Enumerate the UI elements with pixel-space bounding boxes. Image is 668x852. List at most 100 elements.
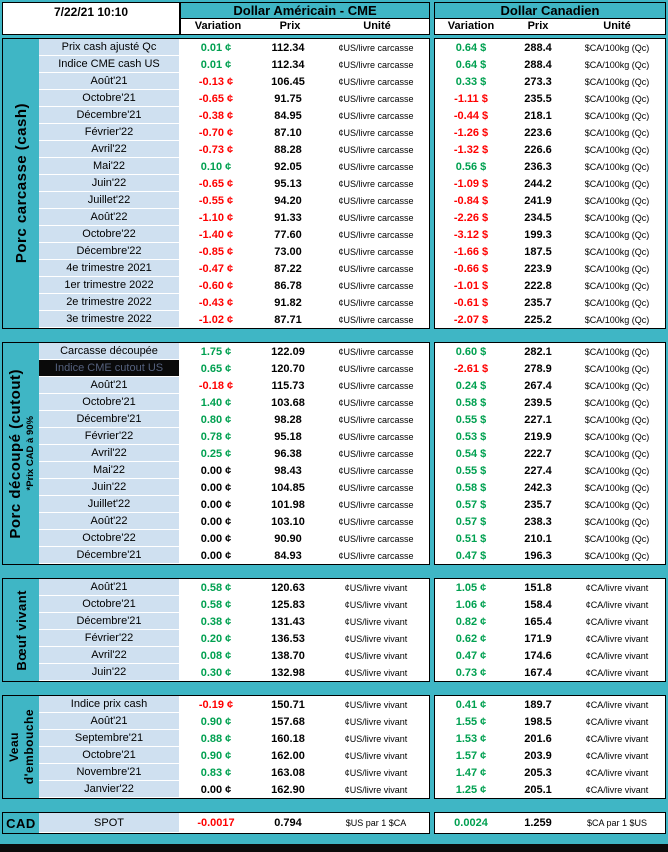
ca-unite-cell[interactable]: $CA/100kg (Qc) (584, 297, 650, 308)
us-variation-cell[interactable]: 0.00 ¢ (200, 549, 232, 562)
ca-variation-cell[interactable]: 0.73 ¢ (455, 666, 487, 679)
ca-unite-cell[interactable]: $CA/100kg (Qc) (584, 499, 650, 510)
us-prix-cell[interactable]: 86.78 (274, 279, 302, 292)
row-label-cell[interactable]: Août'21 (39, 579, 179, 596)
ca-variation-cell[interactable]: 1.47 ¢ (455, 766, 487, 779)
ca-prix-cell[interactable]: 222.8 (524, 279, 552, 292)
ca-unite-cell[interactable]: ¢CA/livre vivant (585, 784, 649, 795)
us-unite-cell[interactable]: ¢US/livre carcasse (338, 42, 414, 53)
ca-prix-cell[interactable]: 198.5 (524, 715, 552, 728)
row-label-cell[interactable]: Décembre'21 (39, 411, 179, 428)
ca-prix-cell[interactable]: 241.9 (524, 194, 552, 207)
us-unite-cell[interactable]: ¢US/livre carcasse (338, 346, 414, 357)
us-unite-cell[interactable]: ¢US/livre carcasse (338, 499, 414, 510)
ca-prix-cell[interactable]: 167.4 (524, 666, 552, 679)
row-label-cell[interactable]: Carcasse découpée (39, 343, 179, 360)
row-label-cell[interactable]: Indice CME cash US (39, 56, 179, 73)
ca-prix-cell[interactable]: 158.4 (524, 598, 552, 611)
us-variation-cell[interactable]: 0.00 ¢ (200, 498, 232, 511)
us-prix-cell[interactable]: 157.68 (271, 715, 305, 728)
ca-unite-cell[interactable]: ¢CA/livre vivant (585, 650, 649, 661)
us-prix-cell[interactable]: 112.34 (271, 41, 305, 54)
us-variation-cell[interactable]: 0.00 ¢ (200, 532, 232, 545)
us-prix-cell[interactable]: 120.63 (271, 581, 305, 594)
ca-unite-cell[interactable]: $CA/100kg (Qc) (584, 280, 650, 291)
ca-variation-cell[interactable]: 0.55 $ (455, 464, 487, 477)
us-prix-cell[interactable]: 104.85 (271, 481, 305, 494)
ca-variation-cell[interactable]: 0.62 ¢ (455, 632, 487, 645)
ca-variation-cell[interactable]: 0.58 $ (455, 481, 487, 494)
row-label-cell[interactable]: Prix cash ajusté Qc (39, 39, 179, 56)
row-label-cell[interactable]: Octobre'21 (39, 596, 179, 613)
ca-prix-cell[interactable]: 222.7 (524, 447, 552, 460)
ca-unite-cell[interactable]: ¢CA/livre vivant (585, 616, 649, 627)
us-prix-cell[interactable]: 87.71 (274, 313, 302, 326)
ca-prix-cell[interactable]: 227.1 (524, 413, 552, 426)
ca-variation-cell[interactable]: 0.54 $ (455, 447, 487, 460)
us-unite-cell[interactable]: $US par 1 $CA (345, 818, 407, 828)
us-unite-cell[interactable]: ¢US/livre carcasse (338, 280, 414, 291)
row-label-cell[interactable]: Décembre'21 (39, 613, 179, 630)
ca-unite-cell[interactable]: $CA/100kg (Qc) (584, 465, 650, 476)
us-variation-cell[interactable]: 0.83 ¢ (200, 766, 232, 779)
ca-prix-cell[interactable]: 278.9 (524, 362, 552, 375)
ca-prix-cell[interactable]: 282.1 (524, 345, 552, 358)
row-label-cell[interactable]: Août'21 (39, 713, 179, 730)
us-prix-cell[interactable]: 150.71 (271, 698, 305, 711)
us-unite-cell[interactable]: ¢US/livre carcasse (338, 533, 414, 544)
us-variation-cell[interactable]: 0.88 ¢ (200, 732, 232, 745)
us-unite-cell[interactable]: ¢US/livre carcasse (338, 314, 414, 325)
ca-prix-cell[interactable]: 210.1 (524, 532, 552, 545)
ca-unite-cell[interactable]: ¢CA/livre vivant (585, 582, 649, 593)
ca-unite-cell[interactable]: $CA/100kg (Qc) (584, 110, 650, 121)
row-label-cell[interactable]: Octobre'21 (39, 394, 179, 411)
row-label-cell[interactable]: 3e trimestre 2022 (39, 311, 179, 328)
us-prix-cell[interactable]: 95.13 (274, 177, 302, 190)
row-label-cell[interactable]: Décembre'21 (39, 547, 179, 564)
ca-prix-cell[interactable]: 227.4 (524, 464, 552, 477)
row-label-cell[interactable]: Février'22 (39, 630, 179, 647)
us-prix-cell[interactable]: 98.28 (274, 413, 302, 426)
ca-prix-cell[interactable]: 288.4 (524, 58, 552, 71)
row-label-cell[interactable]: Août'21 (39, 377, 179, 394)
ca-variation-cell[interactable]: 1.53 ¢ (455, 732, 487, 745)
us-prix-cell[interactable]: 122.09 (271, 345, 305, 358)
us-unite-cell[interactable]: ¢US/livre carcasse (338, 482, 414, 493)
ca-prix-cell[interactable]: 235.7 (524, 498, 552, 511)
row-label-cell[interactable]: Octobre'21 (39, 90, 179, 107)
ca-prix-cell[interactable]: 189.7 (524, 698, 552, 711)
row-label-cell[interactable]: Septembre'21 (39, 730, 179, 747)
us-prix-cell[interactable]: 103.10 (271, 515, 305, 528)
us-unite-cell[interactable]: ¢US/livre carcasse (338, 448, 414, 459)
us-unite-cell[interactable]: ¢US/livre vivant (344, 650, 408, 661)
ca-unite-cell[interactable]: $CA/100kg (Qc) (584, 161, 650, 172)
us-variation-cell[interactable]: 0.30 ¢ (200, 666, 232, 679)
us-variation-cell[interactable]: 0.58 ¢ (200, 581, 232, 594)
ca-unite-cell[interactable]: ¢CA/livre vivant (585, 699, 649, 710)
ca-unite-cell[interactable]: $CA/100kg (Qc) (584, 93, 650, 104)
us-prix-cell[interactable]: 112.34 (271, 58, 305, 71)
us-variation-cell[interactable]: 0.80 ¢ (200, 413, 232, 426)
ca-unite-cell[interactable]: ¢CA/livre vivant (585, 733, 649, 744)
ca-variation-cell[interactable]: -1.66 $ (453, 245, 489, 258)
ca-unite-cell[interactable]: $CA par 1 $US (586, 818, 648, 828)
us-variation-cell[interactable]: -0.19 ¢ (198, 698, 234, 711)
us-prix-cell[interactable]: 94.20 (274, 194, 302, 207)
row-label-cell[interactable]: Avril'22 (39, 141, 179, 158)
ca-prix-cell[interactable]: 225.2 (524, 313, 552, 326)
us-prix-cell[interactable]: 88.28 (274, 143, 302, 156)
ca-prix-cell[interactable]: 235.5 (524, 92, 552, 105)
us-unite-cell[interactable]: ¢US/livre carcasse (338, 110, 414, 121)
us-unite-cell[interactable]: ¢US/livre carcasse (338, 76, 414, 87)
ca-variation-cell[interactable]: 0.0024 (454, 817, 488, 829)
us-prix-cell[interactable]: 125.83 (271, 598, 305, 611)
us-prix-cell[interactable]: 162.90 (271, 783, 305, 796)
ca-variation-cell[interactable]: -2.61 $ (453, 362, 489, 375)
ca-unite-cell[interactable]: $CA/100kg (Qc) (584, 516, 650, 527)
row-label-cell[interactable]: 2e trimestre 2022 (39, 294, 179, 311)
us-unite-cell[interactable]: ¢US/livre carcasse (338, 550, 414, 561)
row-label-cell[interactable]: Indice CME cutout US (39, 360, 179, 377)
ca-unite-cell[interactable]: $CA/100kg (Qc) (584, 550, 650, 561)
us-variation-cell[interactable]: 0.08 ¢ (200, 649, 232, 662)
row-label-cell[interactable]: Juillet'22 (39, 496, 179, 513)
